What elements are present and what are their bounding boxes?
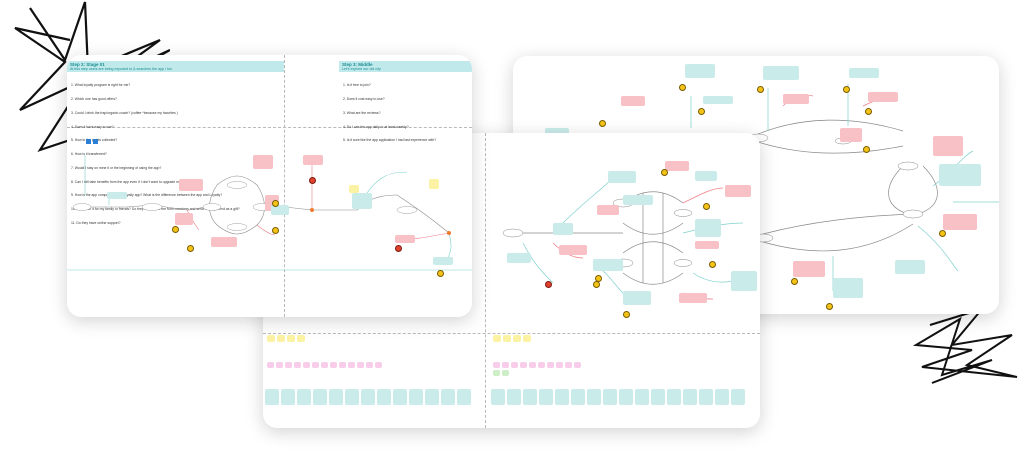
sticky-note-icon	[597, 205, 619, 215]
question-item: 4. Do I use the app daily or at least we…	[343, 124, 409, 129]
question-item: 2. Which one has good offers?	[71, 96, 117, 101]
sticky-note-icon	[833, 278, 863, 298]
step3-question-list: 1. Is it free to join? 2. Does it cost e…	[343, 74, 436, 152]
sticky-note-icon	[559, 245, 587, 255]
sticky-note-icon	[623, 195, 653, 205]
question-item: 1. Is it free to join?	[343, 83, 371, 88]
question-item: 1. What loyalty program is right for me?	[71, 83, 131, 88]
sticky-note-icon	[895, 260, 925, 274]
sticky-note-icon	[211, 237, 237, 247]
step-subtitle: At this step users are being exposed to …	[70, 67, 172, 71]
step3-title: Step 3: Middle	[342, 62, 373, 67]
sticky-note-icon	[429, 179, 439, 189]
step3-subtitle: Let's explore our old city	[342, 67, 381, 71]
smiley-icon	[939, 230, 946, 237]
question-item: 5. Is it sure like the app application I…	[343, 138, 437, 143]
sticky-note-icon	[623, 291, 651, 305]
sticky-note-icon	[433, 257, 453, 265]
smiley-icon	[437, 270, 444, 277]
sticky-note-icon	[545, 128, 569, 134]
sad-face-icon	[545, 281, 552, 288]
smiley-icon	[187, 245, 194, 252]
smiley-icon	[272, 227, 279, 234]
smiley-icon	[709, 261, 716, 268]
smiley-icon	[791, 278, 798, 285]
sticky-note-icon	[695, 219, 721, 237]
sticky-note-icon	[695, 241, 719, 249]
sticky-note-icon	[253, 155, 273, 169]
step-header-right: Step 3: Middle Let's explore our old cit…	[339, 61, 472, 72]
question-item: 2. Does it cost easy to use?	[343, 96, 385, 101]
smiley-icon	[703, 203, 710, 210]
sticky-note-icon	[349, 185, 359, 193]
smiley-icon	[172, 226, 179, 233]
step-title: Step 2: Stage 01	[70, 62, 105, 67]
question-item: 3. What are the reviews?	[343, 110, 381, 115]
smiley-icon	[679, 84, 686, 91]
blue-tag-icon	[86, 139, 91, 144]
sticky-note-icon	[840, 128, 862, 142]
smiley-icon	[593, 281, 600, 288]
sticky-note-icon	[849, 68, 879, 78]
sticky-note-icon	[507, 253, 531, 263]
smiley-icon	[826, 303, 833, 310]
sticky-note-icon	[303, 155, 323, 165]
smiley-icon	[757, 86, 764, 93]
smiley-icon	[843, 86, 850, 93]
sticky-note-icon	[179, 179, 203, 191]
sticky-note-icon	[783, 94, 809, 104]
blue-tag-icon	[93, 139, 98, 144]
step-header-left: Step 2: Stage 01 At this step users are …	[67, 61, 284, 72]
sticky-note-icon	[793, 261, 825, 277]
smiley-icon	[599, 120, 606, 127]
sticky-note-icon	[107, 192, 127, 199]
sticky-note-icon	[685, 64, 715, 78]
journey-map-board-left[interactable]: Step 2: Stage 01 At this step users are …	[67, 55, 472, 317]
smiley-icon	[661, 169, 668, 176]
smiley-icon	[863, 146, 870, 153]
sticky-note-icon	[665, 161, 689, 171]
sticky-note-icon	[593, 259, 623, 271]
question-item: 4. Does it have easy to use?	[71, 124, 114, 129]
sticky-note-icon	[271, 205, 289, 215]
question-item: 9. How is the app comparing to my loyalt…	[71, 193, 223, 198]
smiley-icon	[865, 108, 872, 115]
sticky-note-icon	[175, 213, 193, 225]
question-item: 7. Would I stay on mine it or the beginn…	[71, 165, 162, 170]
sticky-note-icon	[725, 185, 751, 197]
sticky-note-icon	[695, 171, 717, 181]
sticky-note-icon	[939, 164, 981, 186]
sticky-note-icon	[395, 235, 415, 243]
sticky-note-icon	[553, 223, 573, 235]
flow-diagram-left	[67, 155, 472, 271]
smiley-icon	[698, 108, 705, 115]
question-item: 6. How is it transferred?	[71, 152, 107, 157]
sticky-note-icon	[868, 92, 898, 102]
smiley-icon	[623, 311, 630, 318]
sticky-note-icon	[731, 271, 757, 291]
sad-face-icon	[309, 177, 316, 184]
sticky-note-icon	[621, 96, 645, 106]
scribble-decoration-icon	[912, 307, 1018, 384]
sticky-note-icon	[679, 293, 707, 303]
sad-face-icon	[395, 245, 402, 252]
sticky-note-icon	[608, 171, 636, 183]
sticky-note-icon	[943, 214, 977, 230]
question-item: 11. Do they have online support?	[71, 221, 121, 225]
sticky-note-icon	[703, 96, 733, 104]
smiley-icon	[272, 200, 279, 207]
sticky-note-icon	[933, 136, 963, 156]
sticky-note-icon	[763, 66, 799, 80]
sticky-note-icon	[352, 193, 372, 209]
question-item: 3. Could I drink the frap/organic coach?…	[71, 110, 178, 115]
